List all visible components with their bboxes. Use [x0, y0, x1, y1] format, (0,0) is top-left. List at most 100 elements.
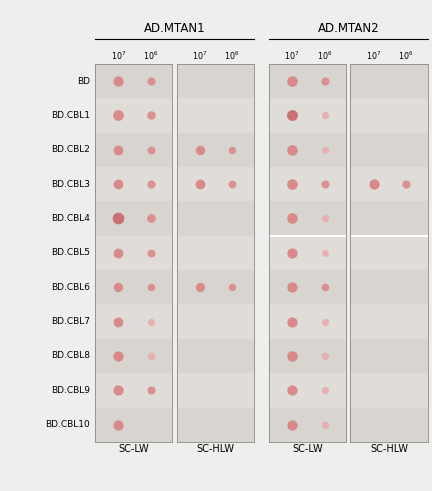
- Text: $10^7$: $10^7$: [192, 50, 207, 62]
- Text: $10^6$: $10^6$: [317, 50, 332, 62]
- Point: [196, 283, 203, 291]
- Point: [321, 283, 328, 291]
- Point: [289, 352, 295, 360]
- Point: [147, 146, 154, 154]
- Bar: [177, 304, 254, 339]
- Point: [147, 77, 154, 85]
- Bar: [95, 201, 172, 236]
- Point: [321, 77, 328, 85]
- Bar: [269, 373, 346, 408]
- Bar: [350, 373, 428, 408]
- Point: [115, 386, 122, 394]
- Bar: [350, 201, 428, 236]
- Point: [196, 180, 203, 188]
- Bar: [269, 408, 346, 442]
- Bar: [177, 236, 254, 270]
- Bar: [95, 339, 172, 373]
- Point: [321, 352, 328, 360]
- Point: [115, 283, 122, 291]
- Point: [147, 180, 154, 188]
- Point: [321, 421, 328, 429]
- Point: [370, 180, 377, 188]
- Point: [115, 352, 122, 360]
- Bar: [350, 167, 428, 201]
- Point: [115, 146, 122, 154]
- Bar: [350, 304, 428, 339]
- Text: $10^7$: $10^7$: [284, 50, 300, 62]
- Point: [115, 111, 122, 119]
- Text: BD.CBL3: BD.CBL3: [51, 180, 90, 189]
- Point: [115, 77, 122, 85]
- Point: [229, 180, 235, 188]
- Point: [147, 283, 154, 291]
- Point: [289, 386, 295, 394]
- Text: AD.MTAN1: AD.MTAN1: [143, 23, 205, 35]
- Text: BD: BD: [77, 77, 90, 85]
- Text: BD.CBL7: BD.CBL7: [51, 317, 90, 326]
- Point: [147, 352, 154, 360]
- Text: $10^7$: $10^7$: [111, 50, 126, 62]
- Bar: [177, 201, 254, 236]
- Point: [321, 215, 328, 222]
- Bar: [95, 167, 172, 201]
- Point: [115, 215, 122, 222]
- Bar: [350, 98, 428, 133]
- Bar: [350, 64, 428, 98]
- Bar: [177, 98, 254, 133]
- Bar: [269, 64, 346, 98]
- Point: [229, 146, 235, 154]
- Point: [403, 180, 410, 188]
- Point: [321, 111, 328, 119]
- Bar: [269, 201, 346, 236]
- Point: [321, 180, 328, 188]
- Text: $10^6$: $10^6$: [143, 50, 159, 62]
- Point: [289, 77, 295, 85]
- Bar: [177, 167, 254, 201]
- Bar: [95, 133, 172, 167]
- Point: [289, 180, 295, 188]
- Text: $10^6$: $10^6$: [398, 50, 414, 62]
- Point: [115, 318, 122, 326]
- Bar: [350, 270, 428, 304]
- Text: BD.CBL9: BD.CBL9: [51, 386, 90, 395]
- Text: AD.MTAN2: AD.MTAN2: [318, 23, 379, 35]
- Bar: [95, 408, 172, 442]
- Point: [147, 318, 154, 326]
- Point: [196, 146, 203, 154]
- Bar: [269, 98, 346, 133]
- Bar: [95, 304, 172, 339]
- Point: [289, 421, 295, 429]
- Text: BD.CBL8: BD.CBL8: [51, 352, 90, 360]
- Text: SC-HLW: SC-HLW: [370, 444, 408, 454]
- Point: [321, 146, 328, 154]
- Point: [289, 249, 295, 257]
- Bar: [177, 339, 254, 373]
- Bar: [95, 236, 172, 270]
- Text: SC-LW: SC-LW: [118, 444, 149, 454]
- Bar: [269, 236, 346, 270]
- Point: [147, 111, 154, 119]
- Bar: [177, 64, 254, 98]
- Bar: [269, 133, 346, 167]
- Bar: [177, 408, 254, 442]
- Point: [321, 318, 328, 326]
- Point: [115, 421, 122, 429]
- Bar: [95, 373, 172, 408]
- Point: [115, 249, 122, 257]
- Bar: [350, 236, 428, 270]
- Text: BD.CBL6: BD.CBL6: [51, 283, 90, 292]
- Text: BD.CBL1: BD.CBL1: [51, 111, 90, 120]
- Point: [289, 146, 295, 154]
- Bar: [350, 408, 428, 442]
- Bar: [177, 133, 254, 167]
- Point: [229, 283, 235, 291]
- Bar: [269, 304, 346, 339]
- Bar: [269, 270, 346, 304]
- Text: SC-LW: SC-LW: [292, 444, 323, 454]
- Point: [321, 249, 328, 257]
- Text: BD.CBL4: BD.CBL4: [51, 214, 90, 223]
- Point: [147, 386, 154, 394]
- Point: [289, 318, 295, 326]
- Bar: [269, 339, 346, 373]
- Point: [321, 386, 328, 394]
